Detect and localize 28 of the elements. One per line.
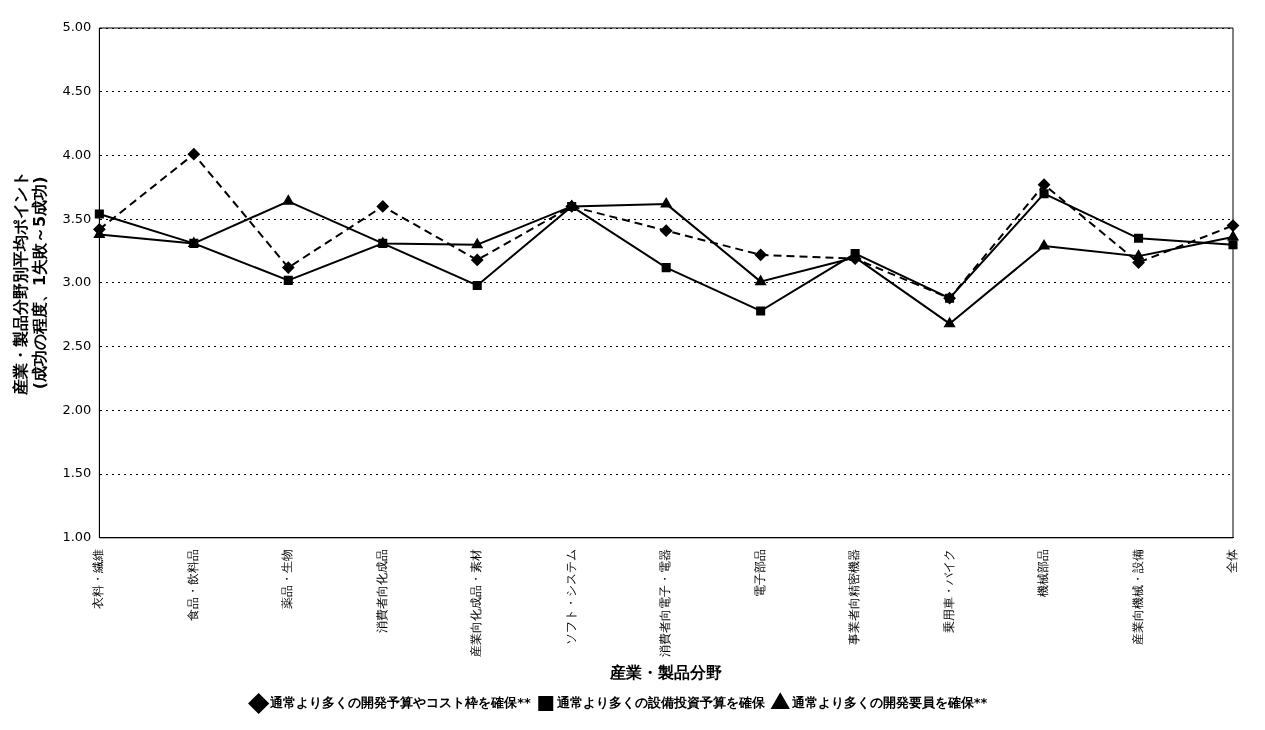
x-tick-label: 産業向機械・設備 bbox=[1130, 548, 1145, 645]
y-tick-label: 5.00 bbox=[62, 19, 92, 35]
x-tick-label: 食品・飲料品 bbox=[185, 548, 200, 621]
x-tick-label: 事業者向精密機器 bbox=[847, 548, 862, 645]
y-tick-label: 3.50 bbox=[62, 210, 92, 226]
y-tick-label: 4.00 bbox=[62, 146, 92, 162]
y-tick-label: 2.00 bbox=[62, 401, 92, 417]
x-tick-label: 消費者向電子・電器 bbox=[658, 548, 673, 657]
y-tick-label: 2.50 bbox=[62, 338, 92, 353]
text: 産業・製品分野別平均ポイント bbox=[10, 170, 30, 395]
y-tick-label: 1.50 bbox=[62, 465, 92, 481]
x-tick-label: 電子部品 bbox=[752, 548, 767, 597]
x-tick-label: 機械部品 bbox=[1036, 548, 1051, 597]
x-tick-label: 薬品・生物 bbox=[280, 548, 295, 609]
legend-label: 通常より多くの開発要員を確保** bbox=[790, 694, 988, 710]
legend-label: 通常より多くの設備投資予算を確保 bbox=[556, 694, 767, 710]
x-tick-label: 産業向化成品・素材 bbox=[469, 548, 484, 657]
x-tick-label: 消費者向化成品 bbox=[374, 548, 389, 633]
text: (成功の程度、1失敗～5成功) bbox=[29, 176, 49, 390]
x-axis-title: 産業・製品分野 bbox=[609, 662, 723, 682]
x-tick-label: 衣料・繊維 bbox=[91, 548, 106, 609]
x-tick-label: 全体 bbox=[1225, 548, 1240, 573]
y-tick-label: 4.50 bbox=[62, 83, 92, 99]
x-tick-label: ソフト・システム bbox=[563, 548, 578, 645]
x-tick-label: 乗用車・バイク bbox=[941, 548, 956, 633]
y-tick-label: 1.00 bbox=[62, 529, 92, 545]
legend-label: 通常より多くの開発予算やコスト枠を確保** bbox=[269, 694, 531, 710]
y-tick-label: 3.00 bbox=[62, 274, 92, 290]
